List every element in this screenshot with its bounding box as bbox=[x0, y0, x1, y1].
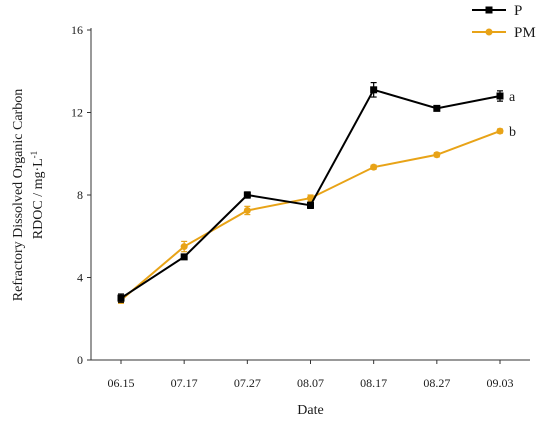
axes bbox=[90, 28, 530, 361]
series-line-pm bbox=[120, 130, 501, 301]
data-point bbox=[243, 191, 251, 199]
legend-marker bbox=[485, 6, 493, 14]
series-pm: b bbox=[117, 125, 516, 304]
x-tick-label: 08.07 bbox=[297, 376, 324, 390]
x-tick-label: 08.17 bbox=[360, 376, 387, 390]
x-tick-label: 08.27 bbox=[423, 376, 450, 390]
legend-label: P bbox=[514, 3, 522, 19]
series-layer: ba bbox=[117, 81, 516, 304]
series-end-label: a bbox=[509, 90, 516, 105]
y-axis-title-line2: RDOC / mg·L-1 bbox=[29, 151, 46, 239]
y-tick-label: 16 bbox=[71, 23, 83, 37]
y-axis-unit: RDOC / mg·L bbox=[31, 158, 46, 239]
y-axis-unit-exponent: -1 bbox=[29, 151, 39, 159]
x-tick-label: 06.15 bbox=[108, 376, 135, 390]
series-end-label: b bbox=[509, 125, 516, 140]
legend-item-p: P bbox=[472, 3, 522, 19]
data-point bbox=[243, 206, 251, 214]
y-tick-label: 12 bbox=[71, 106, 83, 120]
series-p: a bbox=[117, 81, 516, 303]
data-point bbox=[180, 243, 188, 251]
y-tick-label: 0 bbox=[77, 353, 83, 367]
data-point bbox=[370, 86, 378, 94]
legend: P PM bbox=[472, 3, 536, 41]
legend-item-pm: PM bbox=[472, 25, 536, 41]
data-point bbox=[496, 92, 504, 100]
y-tick-label: 4 bbox=[77, 271, 83, 285]
data-point bbox=[370, 163, 378, 171]
y-axis-title-line1: Refractory Dissolved Organic Carbon bbox=[11, 89, 26, 301]
data-point bbox=[307, 201, 314, 209]
tick-labels: 0 4 8 12 16 06.15 07.17 07.27 08.07 08.17 08.27 09.… bbox=[71, 23, 514, 390]
data-point bbox=[307, 194, 314, 202]
data-point bbox=[433, 104, 441, 112]
x-tick-label: 07.17 bbox=[171, 376, 198, 390]
data-point bbox=[180, 253, 188, 261]
y-tick-label: 8 bbox=[77, 188, 83, 202]
x-tick-label: 07.27 bbox=[234, 376, 261, 390]
legend-label: PM bbox=[514, 25, 536, 41]
data-point bbox=[433, 151, 441, 159]
data-point bbox=[496, 127, 504, 135]
x-axis-title: Date bbox=[297, 403, 323, 418]
x-tick-label: 09.03 bbox=[487, 376, 514, 390]
legend-marker bbox=[485, 28, 493, 36]
data-point bbox=[117, 294, 125, 302]
series-line-p bbox=[120, 88, 501, 299]
